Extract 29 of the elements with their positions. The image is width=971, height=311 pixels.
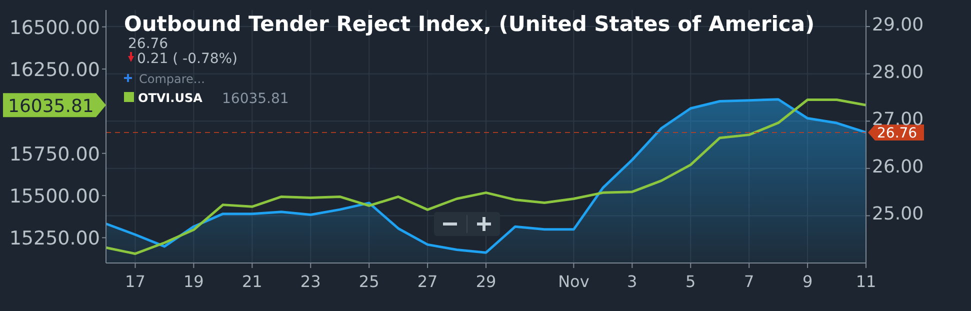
x-tick-label: 21 bbox=[242, 272, 262, 291]
y-tick-label: 15250.00 bbox=[9, 228, 100, 250]
annotation: Compare... bbox=[139, 72, 205, 86]
x-tick-label: 11 bbox=[856, 272, 876, 291]
y-tick-label: 15750.00 bbox=[9, 143, 100, 166]
y2-tick-label: 29.00 bbox=[872, 14, 924, 36]
x-tick-label: 19 bbox=[184, 272, 204, 291]
text: 16035.81 bbox=[8, 96, 94, 118]
x-tick-label: 9 bbox=[802, 272, 813, 291]
annotation: 26.76 bbox=[128, 36, 168, 52]
x-tick-label: 23 bbox=[300, 272, 321, 291]
x-tick-label: 27 bbox=[417, 272, 438, 291]
y2-tick-label: 28.00 bbox=[872, 62, 924, 83]
y2-tick-label: 26.00 bbox=[872, 156, 924, 178]
y2-tick-label: 25.00 bbox=[872, 204, 924, 225]
legend-label: OTVI.USA bbox=[138, 91, 204, 105]
x-tick-label: 3 bbox=[627, 272, 638, 291]
y-tick-label: 15500.00 bbox=[9, 186, 100, 208]
x-tick-label: Nov bbox=[558, 272, 590, 291]
y-tick-label: 16500.00 bbox=[9, 16, 100, 39]
chart-title: Outbound Tender Reject Index, (United States of America) bbox=[124, 12, 815, 36]
annotation: 0.21 ( -0.78%) bbox=[137, 51, 238, 67]
x-tick-label: 7 bbox=[744, 272, 754, 291]
annotation: 16035.81 bbox=[222, 91, 289, 107]
x-tick-label: 17 bbox=[125, 272, 146, 291]
x-tick-label: 29 bbox=[476, 272, 496, 291]
x-tick-label: 5 bbox=[686, 272, 696, 291]
y-tick-label: 16250.00 bbox=[9, 59, 100, 82]
x-tick-label: 25 bbox=[358, 272, 380, 291]
